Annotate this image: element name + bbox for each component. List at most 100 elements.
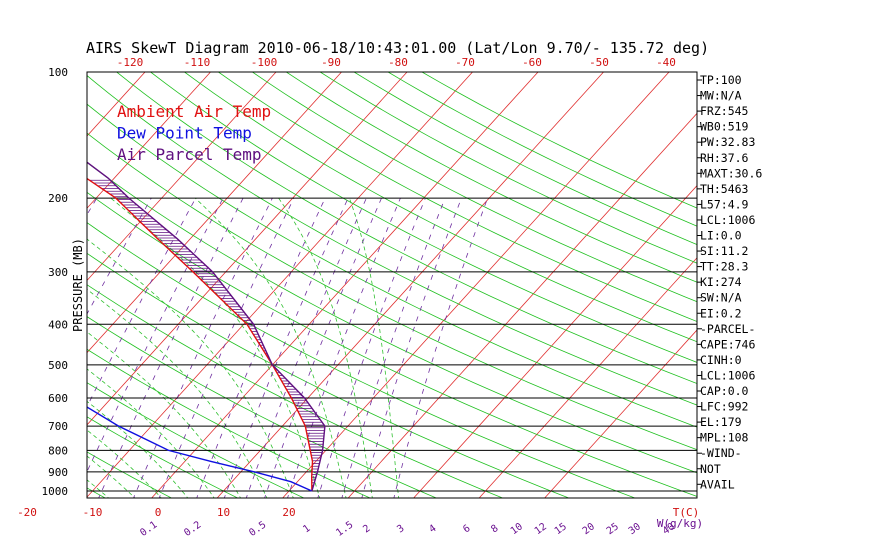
moist-adiabat-line (87, 331, 242, 498)
mixing-ratio-label: 8 (489, 523, 500, 535)
mixing-ratio-line (158, 197, 295, 498)
dry-adiabat-line (87, 191, 697, 497)
index-label: TT:28.3 (700, 260, 749, 274)
isotherm-line (0, 72, 80, 500)
isotherm-line (87, 72, 211, 209)
isotherm-line (216, 72, 604, 498)
top-temp-tick-label: -40 (656, 56, 676, 69)
index-label: -PARCEL- (700, 322, 755, 336)
y-tick-label: 100 (48, 66, 68, 79)
moist-adiabat-line (87, 368, 215, 498)
mixing-ratio-unit: W(g/kg) (657, 517, 703, 530)
mixing-ratio-label: 0.1 (138, 520, 159, 539)
moist-adiabat-line (349, 197, 400, 498)
mixing-ratio-label: 30 (627, 521, 643, 537)
dry-adiabat-line (421, 72, 697, 209)
index-label: EL:179 (700, 415, 742, 429)
index-label: MAXT:30.6 (700, 166, 762, 180)
index-label: MPL:108 (700, 431, 749, 445)
mixing-ratio-line (133, 197, 273, 498)
index-label: KI:274 (700, 275, 742, 289)
mixing-ratio-label: 1.5 (334, 520, 355, 539)
isotherm-line (87, 72, 408, 426)
index-label: NOT (700, 462, 721, 476)
dry-adiabat-line (87, 75, 697, 406)
index-label: L57:4.9 (700, 197, 749, 211)
mixing-ratio-line (393, 197, 488, 498)
dry-adiabat-line (0, 72, 42, 500)
index-label: LCL:1006 (700, 368, 755, 382)
dry-adiabat-line (87, 161, 697, 474)
mixing-ratio-label: 4 (427, 523, 438, 535)
index-label: -WIND- (700, 446, 742, 460)
mixing-ratio-line (341, 197, 446, 498)
dry-adiabat-line (87, 103, 697, 428)
mixing-ratio-line (223, 197, 349, 498)
mixing-ratio-line (87, 197, 197, 408)
index-label: LFC:992 (700, 400, 748, 414)
moist-adiabat-line (110, 197, 321, 498)
moist-adiabat-line (0, 357, 84, 500)
mixing-ratio-label: 25 (605, 521, 621, 537)
isotherm-line (87, 72, 342, 354)
y-tick-label: 1000 (42, 485, 69, 498)
dry-adiabat-line (87, 132, 697, 451)
bottom-axis-unit: T(C) (673, 506, 700, 519)
top-temp-tick-label: -100 (251, 56, 278, 69)
dewpoint-line (87, 406, 313, 492)
index-label: CINH:0 (700, 353, 742, 367)
legend-entry: Dew Point Temp (117, 124, 252, 143)
y-tick-label: 800 (48, 444, 68, 457)
index-label: MW:N/A (700, 89, 742, 103)
index-label: WB0:519 (700, 120, 749, 134)
y-tick-label: 200 (48, 192, 68, 205)
y-tick-label: 300 (48, 266, 68, 279)
mixing-ratio-line (98, 197, 244, 498)
mixing-ratio-label: 20 (581, 521, 597, 537)
mixing-ratio-label: 0.2 (182, 520, 203, 539)
top-temp-tick-label: -80 (388, 56, 408, 69)
bottom-temp-tick-label: 10 (217, 506, 230, 519)
mixing-ratio-label: 1 (301, 523, 312, 535)
index-label: SW:N/A (700, 291, 742, 305)
dry-adiabat-line (87, 252, 570, 498)
mixing-ratio-line (264, 197, 382, 498)
index-label: CAP:0.0 (700, 384, 749, 398)
dry-adiabat-line (184, 72, 697, 343)
legend-entry: Air Parcel Temp (117, 145, 262, 164)
isotherm-line (0, 72, 14, 500)
y-tick-label: 400 (48, 318, 68, 331)
index-label: TP:100 (700, 73, 742, 87)
isotherm-line (87, 72, 277, 282)
top-temp-tick-label: -90 (321, 56, 341, 69)
mixing-ratio-label: 6 (461, 523, 472, 535)
moist-adiabat-line (87, 455, 136, 498)
legend-entry: Ambient Air Temp (117, 102, 271, 121)
mixing-ratio-label: 10 (509, 521, 525, 537)
index-label: FRZ:545 (700, 104, 748, 118)
top-temp-tick-label: -70 (455, 56, 475, 69)
dry-adiabat-line (116, 72, 697, 384)
dry-adiabat-line (87, 222, 637, 498)
bottom-temp-tick-label: 20 (282, 506, 295, 519)
dry-adiabat-line (87, 348, 372, 498)
dry-adiabat-line (87, 382, 305, 498)
dry-adiabat-line (150, 72, 697, 363)
dry-adiabat-line (87, 284, 504, 498)
index-label: PW:32.83 (700, 135, 755, 149)
dry-adiabat-line (87, 487, 106, 498)
isotherm-line (151, 72, 539, 498)
moist-adiabat-line (87, 429, 162, 498)
index-label: TH:5463 (700, 182, 749, 196)
index-label: AVAIL (700, 477, 735, 491)
y-axis-label: PRESSURE (MB) (71, 238, 85, 332)
y-tick-label: 700 (48, 420, 68, 433)
bottom-temp-tick-label: -10 (83, 506, 103, 519)
y-tick-label: 600 (48, 392, 68, 405)
index-label: SI:11.2 (700, 244, 748, 258)
isotherm-line (413, 185, 697, 498)
parcel-temp-line (87, 161, 326, 492)
y-tick-label: 500 (48, 359, 68, 372)
